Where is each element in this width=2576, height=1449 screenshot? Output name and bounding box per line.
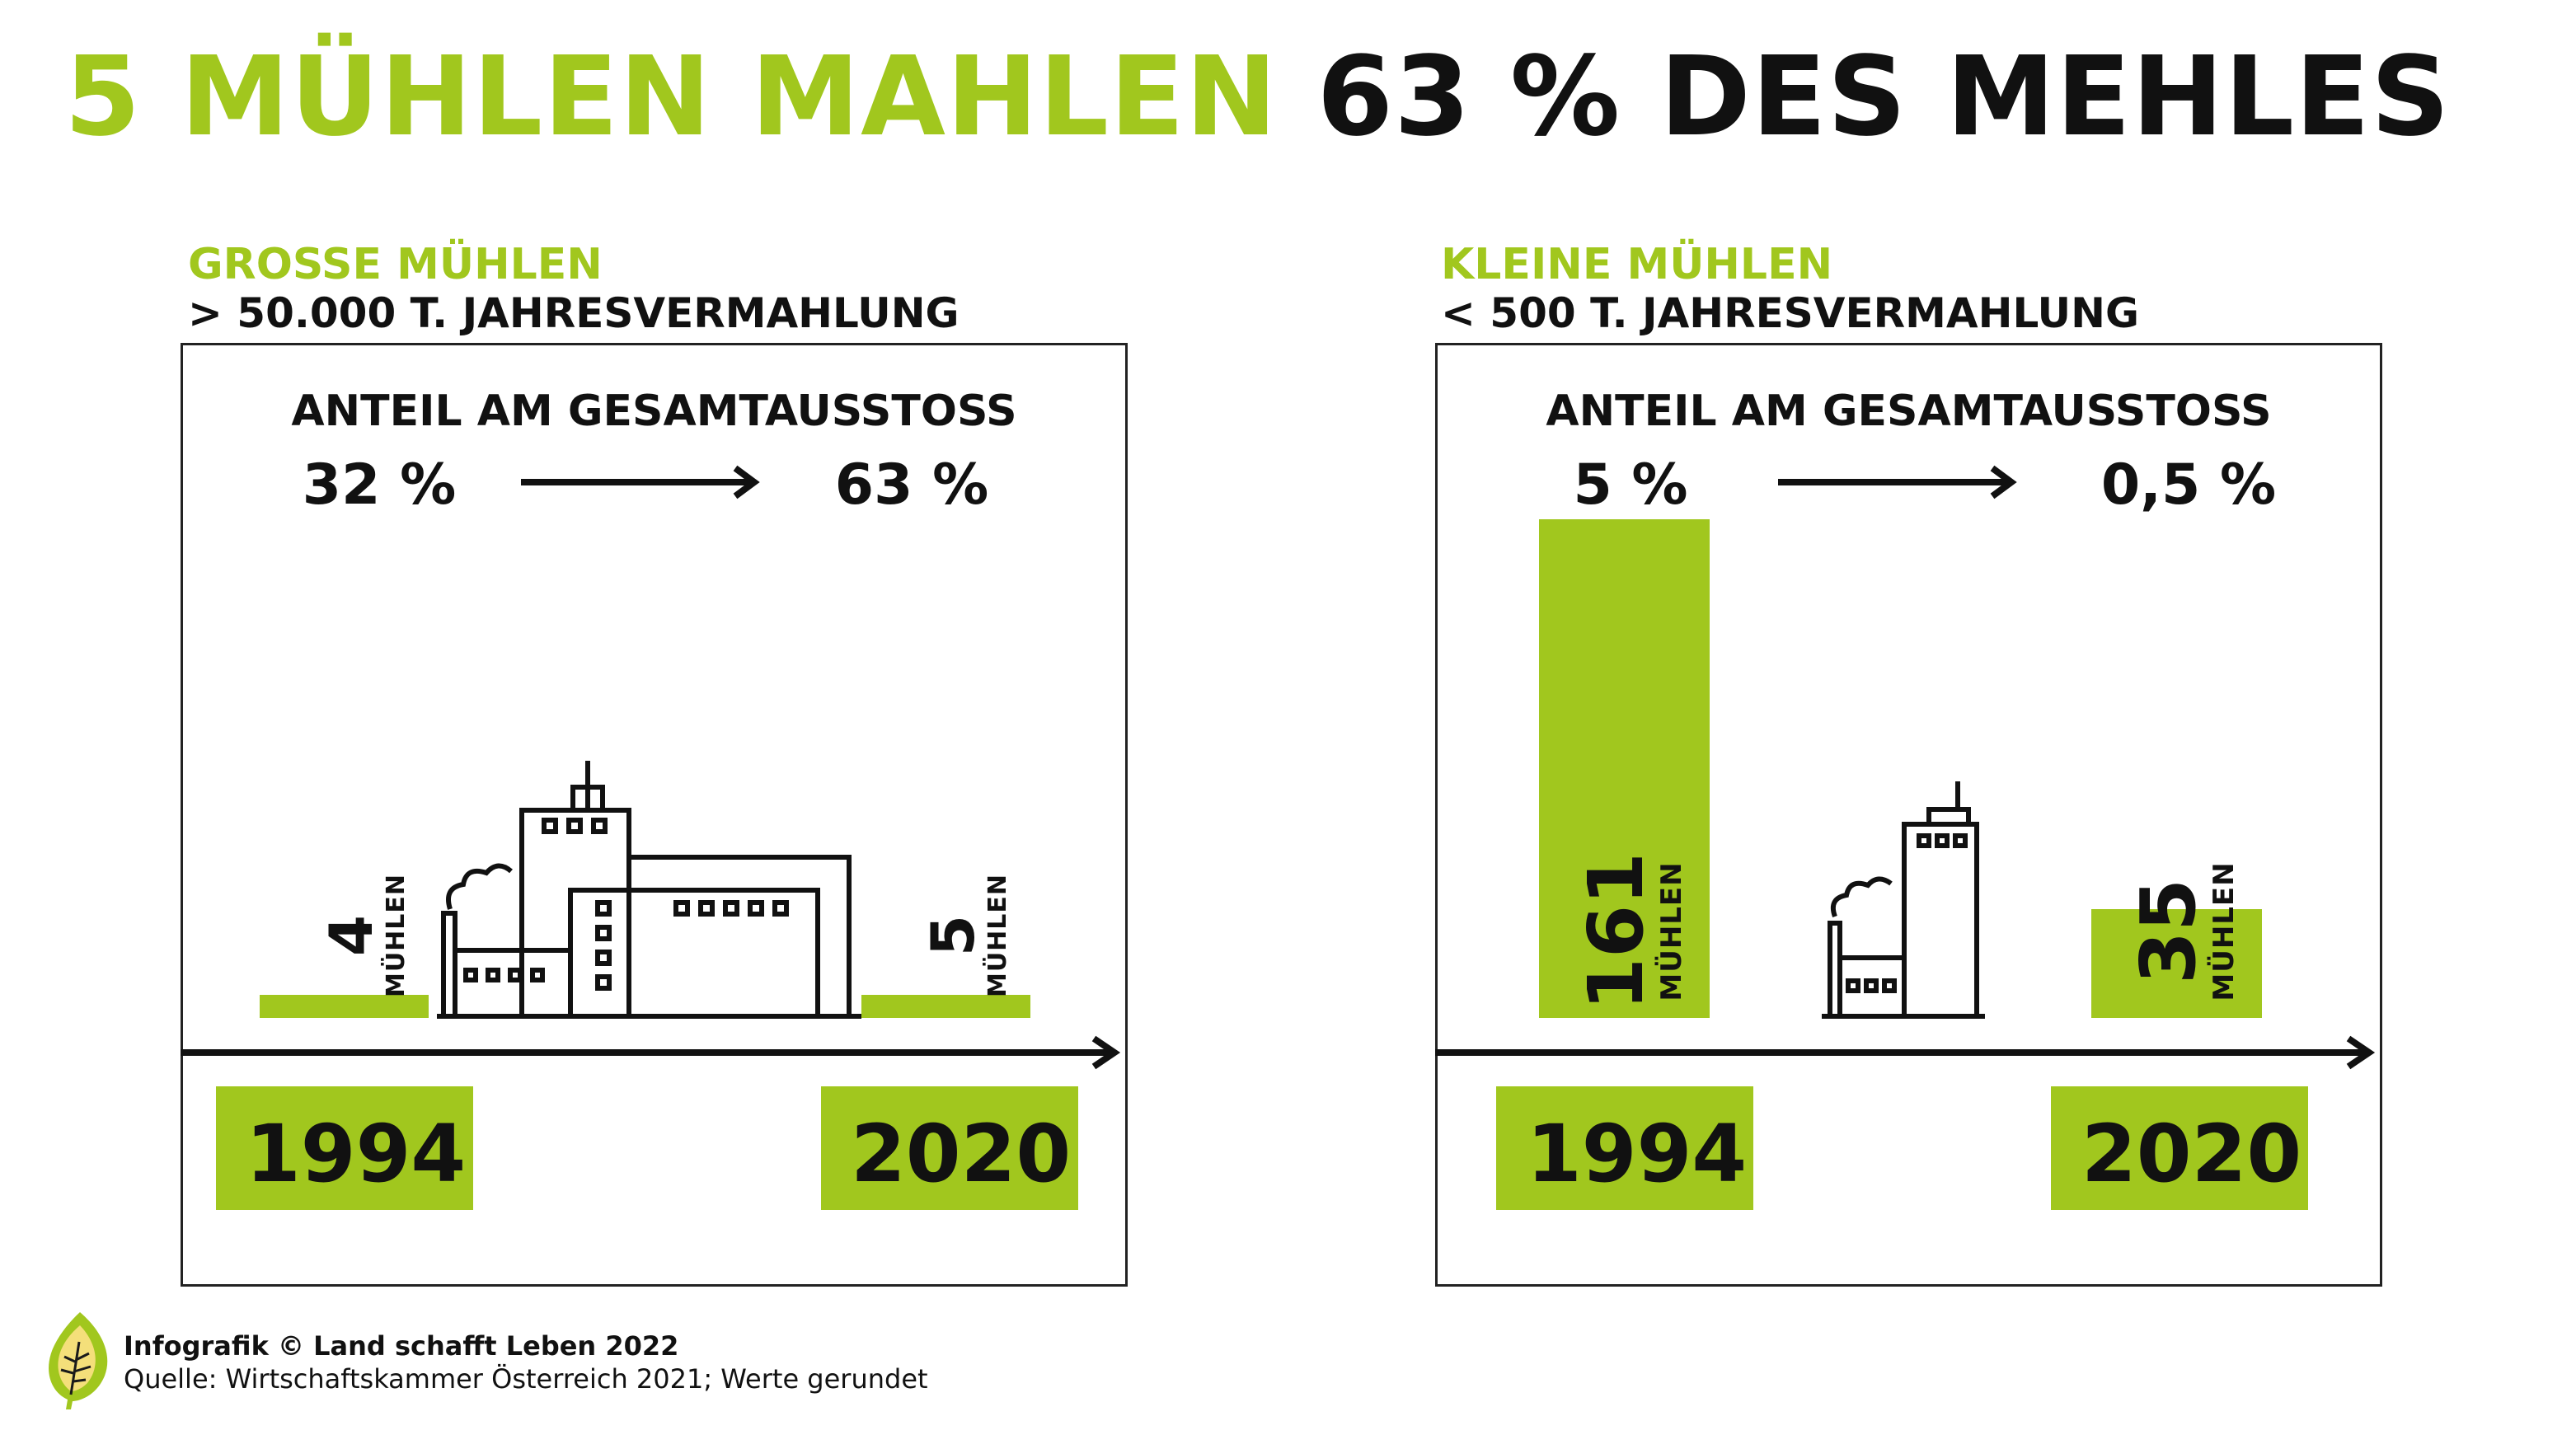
title-rest: 63 % DES MEHLES <box>1316 34 2451 161</box>
panel-large-share-to: 63 % <box>834 453 989 518</box>
title-highlight: 5 MÜHLEN MAHLEN <box>64 34 1279 161</box>
panel-small-value-2020: 35 <box>2124 878 2212 985</box>
panel-small-subtitle: < 500 T. JAHRESVERMAHLUNG <box>1441 289 2140 337</box>
panel-small-share-label: ANTEIL AM GESAMTAUSSTOSS <box>1546 387 2272 436</box>
panel-small-header: KLEINE MÜHLEN < 500 T. JAHRESVERMAHLUNG <box>1441 243 2139 334</box>
panel-small-timeline-arrow <box>1435 1035 2376 1070</box>
panel-small-label-2020: 35 MÜHLEN <box>2124 841 2241 1022</box>
panel-large-bar-1994 <box>260 995 429 1018</box>
panel-small-bar-1994 <box>1539 519 1710 1018</box>
panel-large-year-2020: 2020 <box>851 1108 1072 1200</box>
large-mill-factory-icon <box>437 761 861 1019</box>
panel-small-share-from: 5 % <box>1573 453 1688 518</box>
panel-large-value-2020: 5 <box>918 914 988 957</box>
panel-small-bar-2020 <box>2091 909 2262 1018</box>
panel-large-year-1994-box <box>216 1086 473 1210</box>
panel-large-timeline-arrow <box>181 1035 1121 1070</box>
small-mill-factory-icon <box>1822 781 1985 1019</box>
footer-source: Quelle: Wirtschaftskammer Österreich 202… <box>124 1363 928 1395</box>
panel-large-header: GROSSE MÜHLEN > 50.000 T. JAHRESVERMAHLU… <box>188 243 960 334</box>
panel-large-title: GROSSE MÜHLEN <box>188 240 603 289</box>
panel-small-year-1994-box <box>1496 1086 1753 1210</box>
panel-small-value-1994: 161 <box>1572 851 1660 1011</box>
panel-small-change-arrow <box>1778 465 2017 499</box>
page-title: 5 MÜHLEN MAHLEN 63 % DES MEHLES <box>64 43 2451 152</box>
panel-large-value-1994: 4 <box>317 914 386 957</box>
panel-small-unit-2020: MÜHLEN <box>2208 861 2241 1001</box>
panel-small-year-2020-box <box>2051 1086 2308 1210</box>
panel-large-unit-1994: MÜHLEN <box>382 873 411 998</box>
panel-small-unit-1994: MÜHLEN <box>1655 861 1688 1001</box>
panel-large-year-1994: 1994 <box>246 1108 467 1200</box>
footer-credit: Infografik © Land schafft Leben 2022 <box>124 1330 679 1362</box>
leaf-logo-icon <box>49 1312 108 1409</box>
panel-large-share-from: 32 % <box>302 453 457 518</box>
panel-large-label-1994: 4 MÜHLEN <box>317 853 411 1018</box>
panel-small-share-to: 0,5 % <box>2100 453 2277 518</box>
panel-small-year-2020: 2020 <box>2081 1108 2302 1200</box>
panel-small-year-1994: 1994 <box>1527 1108 1748 1200</box>
panel-large-unit-2020: MÜHLEN <box>983 873 1012 998</box>
footer-text: Infografik © Land schafft Leben 2022 Que… <box>124 1329 928 1395</box>
panel-small-label-1994: 161 MÜHLEN <box>1572 841 1688 1022</box>
panel-large-year-2020-box <box>821 1086 1078 1210</box>
panel-large-change-arrow <box>521 465 760 499</box>
panel-large-bar-2020 <box>861 995 1030 1018</box>
panel-large-label-2020: 5 MÜHLEN <box>918 853 1012 1018</box>
panel-large-share-label: ANTEIL AM GESAMTAUSSTOSS <box>291 387 1017 436</box>
panel-small-title: KLEINE MÜHLEN <box>1441 240 1833 289</box>
panel-large-subtitle: > 50.000 T. JAHRESVERMAHLUNG <box>188 289 960 337</box>
